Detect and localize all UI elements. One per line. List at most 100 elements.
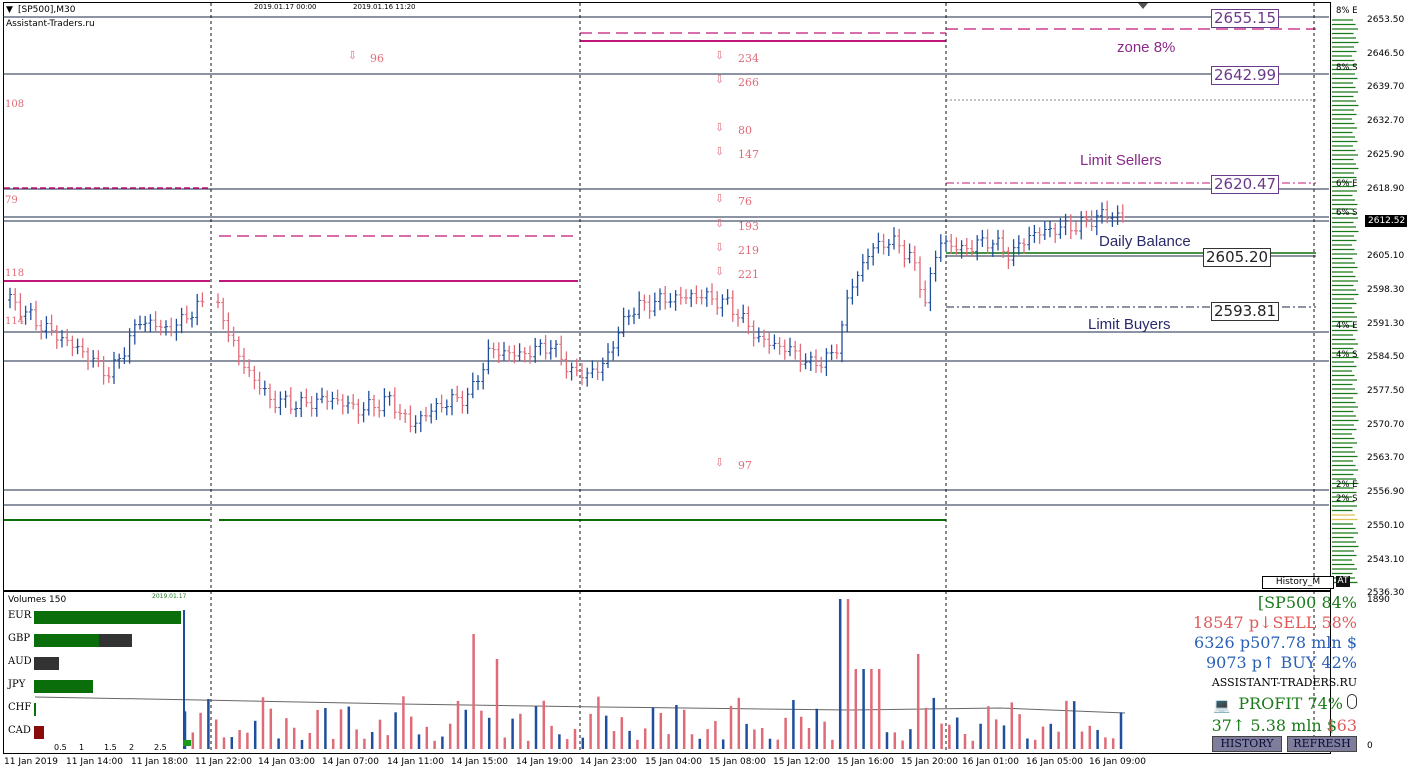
price-tick-label: 2605.10 <box>1367 251 1405 262</box>
down-arrow-icon: ⇩ <box>715 265 725 278</box>
price-tick-label: 2570.70 <box>1367 419 1405 430</box>
date-marker: 2019.01.17 00:00 <box>254 3 317 11</box>
shift-marker-icon[interactable] <box>1138 3 1148 9</box>
scale-tick: 2.5 <box>154 743 167 752</box>
currency-bar <box>34 703 37 716</box>
time-tick-label: 15 Jan 04:00 <box>645 757 702 767</box>
price-tick-label: 2632.70 <box>1367 116 1405 127</box>
price-tick-label: 2556.90 <box>1367 487 1405 498</box>
symbol-label: [SP500],M30 <box>18 5 76 15</box>
price-tick-label: 2543.10 <box>1367 554 1405 565</box>
pct-label: 8% E <box>1336 6 1358 16</box>
time-tick-label: 15 Jan 08:00 <box>709 757 766 767</box>
stat-sell: 18547 p↓SELL 58% <box>1192 613 1357 632</box>
laptop-icon: 💻 <box>1213 697 1231 713</box>
arrow-count: 96 <box>370 52 384 65</box>
time-tick-label: 11 Jan 14:00 <box>66 757 123 767</box>
price-tick-label: 2591.30 <box>1367 318 1405 329</box>
price-tick-label: 2563.70 <box>1367 453 1405 464</box>
level-price-box: 2655.15 <box>1211 9 1280 28</box>
arrow-count: 234 <box>738 52 759 65</box>
time-tick-label: 14 Jan 23:00 <box>580 757 637 767</box>
time-tick-label: 16 Jan 05:00 <box>1026 757 1083 767</box>
level-price-box: 2642.99 <box>1211 66 1280 85</box>
price-tick-label: 2618.90 <box>1367 183 1405 194</box>
time-tick-label: 14 Jan 11:00 <box>387 757 444 767</box>
stat-profit: PROFIT 74% <box>1238 694 1343 713</box>
arrow-count: 219 <box>738 244 759 257</box>
time-tick-label: 14 Jan 15:00 <box>451 757 508 767</box>
stat-symbol-pct: [SP500 84% <box>1257 593 1357 612</box>
currency-label: AUD <box>8 656 32 667</box>
volume-title: Volumes 150 <box>8 595 67 605</box>
pct-label: 2% S <box>1336 494 1358 504</box>
currency-label: EUR <box>8 610 32 621</box>
arrow-count: 97 <box>738 459 752 472</box>
limit-buyers-label: Limit Buyers <box>1088 316 1171 333</box>
level-price-box: 2620.47 <box>1211 175 1280 194</box>
currency-bar <box>34 657 59 670</box>
currency-bar-sell <box>99 634 132 647</box>
history-label-box[interactable]: History_M <box>1262 576 1334 589</box>
daily-balance-label: Daily Balance <box>1099 233 1191 250</box>
refresh-button[interactable]: REFRESH <box>1287 736 1357 752</box>
pct-label: 2% E <box>1336 480 1358 490</box>
limit-sellers-label: Limit Sellers <box>1080 152 1162 169</box>
currency-bar <box>34 611 181 624</box>
arrow-count: 80 <box>738 124 752 137</box>
arrow-count: 193 <box>738 220 759 233</box>
price-tick-label: 2646.50 <box>1367 48 1405 59</box>
scale-tick: 1 <box>79 743 85 752</box>
time-tick-label: 11 Jan 18:00 <box>131 757 188 767</box>
currency-label: GBP <box>8 633 31 644</box>
at-badge[interactable]: AT <box>1336 576 1350 587</box>
down-arrow-icon: ⇩ <box>348 49 358 62</box>
chart-menu-icon[interactable]: ▼ <box>6 5 13 15</box>
volume-average-line <box>34 696 1126 714</box>
time-tick-label: 15 Jan 12:00 <box>773 757 830 767</box>
down-arrow-icon: ⇩ <box>715 121 725 134</box>
volume-axis-max: 1890 <box>1367 595 1390 605</box>
site-label: Assistant-Traders.ru <box>6 19 95 29</box>
history-button[interactable]: HISTORY <box>1212 736 1282 752</box>
arrow-count: 221 <box>738 268 759 281</box>
down-arrow-icon: ⇩ <box>715 241 725 254</box>
price-tick-label: 2639.70 <box>1367 82 1405 93</box>
price-tick-label: 2598.30 <box>1367 284 1405 295</box>
date-marker: 2019.01.16 11:20 <box>353 3 416 11</box>
down-arrow-icon: ⇩ <box>715 145 725 158</box>
left-count: 108 <box>5 99 25 110</box>
scale-tick: 1.5 <box>104 743 117 752</box>
time-tick-label: 15 Jan 16:00 <box>837 757 894 767</box>
main-chart[interactable] <box>3 2 1331 591</box>
time-tick-label: 16 Jan 01:00 <box>962 757 1019 767</box>
current-price-box: 2612.52 <box>1365 215 1407 227</box>
volume-axis-min: 0 <box>1367 741 1373 751</box>
zone-8-label: zone 8% <box>1117 39 1176 56</box>
stat-buy: 9073 p↑ BUY 42% <box>1206 653 1357 672</box>
currency-label: CAD <box>8 725 31 736</box>
time-tick-label: 16 Jan 09:00 <box>1089 757 1146 767</box>
down-arrow-icon: ⇩ <box>715 456 725 469</box>
stat-count-down: ↓63 <box>1323 716 1357 735</box>
pct-label: 4% S <box>1336 350 1358 360</box>
stat-site: ASSISTANT-TRADERS.RU <box>1211 676 1357 689</box>
scale-tick: 0.5 <box>54 743 67 752</box>
arrow-count: 76 <box>738 195 752 208</box>
down-arrow-icon: ⇩ <box>715 217 725 230</box>
mouse-icon <box>1347 694 1357 709</box>
time-tick-label: 14 Jan 19:00 <box>516 757 573 767</box>
level-price-box: 2593.81 <box>1211 302 1280 321</box>
time-tick-label: 14 Jan 03:00 <box>258 757 315 767</box>
stat-count-up: 37↑ 5.38 mln $ <box>1211 716 1337 735</box>
time-tick-label: 11 Jan 22:00 <box>195 757 252 767</box>
down-arrow-icon: ⇩ <box>715 49 725 62</box>
pct-label: 8% S <box>1336 63 1358 73</box>
currency-bar <box>34 726 44 739</box>
pct-label: 6% S <box>1336 208 1358 218</box>
volume-panel[interactable] <box>3 591 1331 754</box>
pct-label: 6% E <box>1336 179 1358 189</box>
price-tick-label: 2625.90 <box>1367 149 1405 160</box>
currency-label: JPY <box>8 679 26 690</box>
price-tick-label: 2536.30 <box>1367 588 1405 599</box>
